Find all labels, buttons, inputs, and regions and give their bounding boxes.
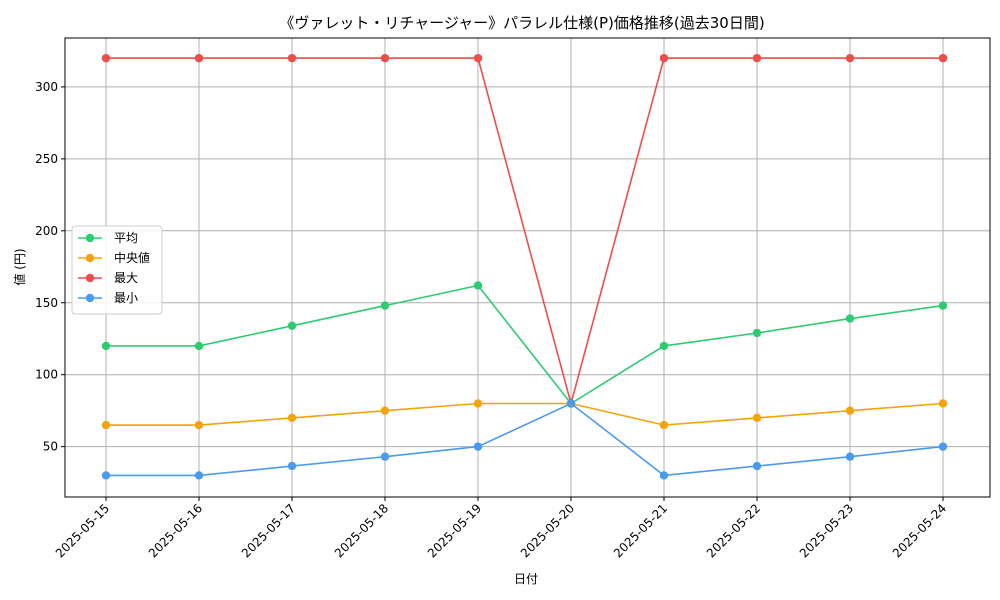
- x-tick-label: 2025-05-17: [239, 501, 298, 560]
- series-line: [106, 57, 943, 407]
- series-group: [101, 53, 948, 480]
- data-point: [101, 471, 111, 480]
- legend-label: 中央値: [114, 250, 150, 265]
- data-point: [194, 471, 204, 480]
- legend-swatch-marker: [85, 233, 95, 243]
- legend-item: 最大: [78, 271, 138, 285]
- x-tick-label: 2025-05-20: [518, 501, 577, 560]
- data-point: [752, 53, 762, 63]
- data-point: [845, 314, 855, 323]
- data-point: [845, 53, 855, 63]
- x-tick-label: 2025-05-19: [425, 501, 484, 560]
- data-point: [380, 452, 390, 461]
- y-axis-label: 値 (円): [12, 248, 27, 285]
- data-point: [566, 399, 576, 408]
- data-point: [659, 341, 669, 351]
- data-point: [287, 321, 297, 330]
- x-tick-label: 2025-05-18: [332, 501, 391, 560]
- series-最小: [101, 399, 948, 480]
- data-point: [101, 341, 111, 351]
- legend-swatch-marker: [85, 293, 95, 303]
- legend-label: 平均: [114, 231, 138, 245]
- data-point: [101, 53, 111, 63]
- data-point: [752, 461, 762, 471]
- data-point: [473, 399, 483, 408]
- data-point: [194, 53, 204, 63]
- chart-title: 《ヴァレット・リチャージャー》パラレル仕様(P)価格推移(過去30日間): [279, 14, 764, 32]
- legend-item: 最小: [78, 291, 138, 305]
- data-point: [938, 442, 948, 451]
- x-tick-label: 2025-05-15: [53, 501, 112, 560]
- data-point: [659, 53, 669, 63]
- legend-item: 中央値: [78, 250, 150, 265]
- data-point: [380, 53, 390, 63]
- legend-swatch-marker: [85, 273, 95, 283]
- data-point: [938, 53, 948, 63]
- series-line: [106, 284, 944, 405]
- data-point: [380, 301, 390, 310]
- y-tick-label: 150: [35, 296, 58, 310]
- data-point: [194, 420, 204, 430]
- data-point: [845, 452, 855, 461]
- legend-item: 平均: [78, 231, 138, 245]
- series-line: [106, 402, 944, 477]
- data-point: [287, 461, 297, 471]
- x-tick-label: 2025-05-23: [797, 501, 856, 560]
- data-point: [473, 442, 483, 451]
- axes: 2025-05-15 2025-05-16 2025-05-17 2025-05-18…: [35, 80, 949, 561]
- y-tick-label: 200: [35, 224, 58, 238]
- data-point: [473, 53, 483, 63]
- data-point: [938, 399, 948, 408]
- series-line: [106, 402, 944, 426]
- data-point: [938, 301, 948, 310]
- data-point: [287, 53, 297, 63]
- y-tick-label: 50: [43, 440, 58, 454]
- data-point: [659, 420, 669, 430]
- data-point: [473, 281, 483, 290]
- plot-area-frame: [64, 37, 991, 498]
- x-tick-label: 2025-05-16: [146, 501, 205, 560]
- x-axis-label: 日付: [514, 572, 538, 586]
- legend-label: 最小: [114, 291, 138, 305]
- data-point: [194, 341, 204, 351]
- y-tick-label: 100: [35, 368, 58, 382]
- data-point: [752, 328, 762, 338]
- legend-swatch-marker: [85, 253, 95, 263]
- grid: [65, 38, 990, 497]
- y-tick-label: 250: [35, 152, 58, 166]
- x-tick-label: 2025-05-24: [890, 501, 949, 560]
- data-point: [752, 413, 762, 423]
- data-point: [101, 420, 111, 430]
- series-平均: [101, 281, 948, 408]
- x-tick-label: 2025-05-21: [611, 501, 670, 560]
- legend-box: [71, 225, 163, 315]
- data-point: [380, 406, 390, 415]
- legend-label: 最大: [114, 271, 138, 285]
- x-tick-label: 2025-05-22: [704, 501, 763, 560]
- data-point: [287, 413, 297, 423]
- data-point: [845, 406, 855, 415]
- data-point: [659, 471, 669, 480]
- y-tick-label: 300: [35, 80, 58, 94]
